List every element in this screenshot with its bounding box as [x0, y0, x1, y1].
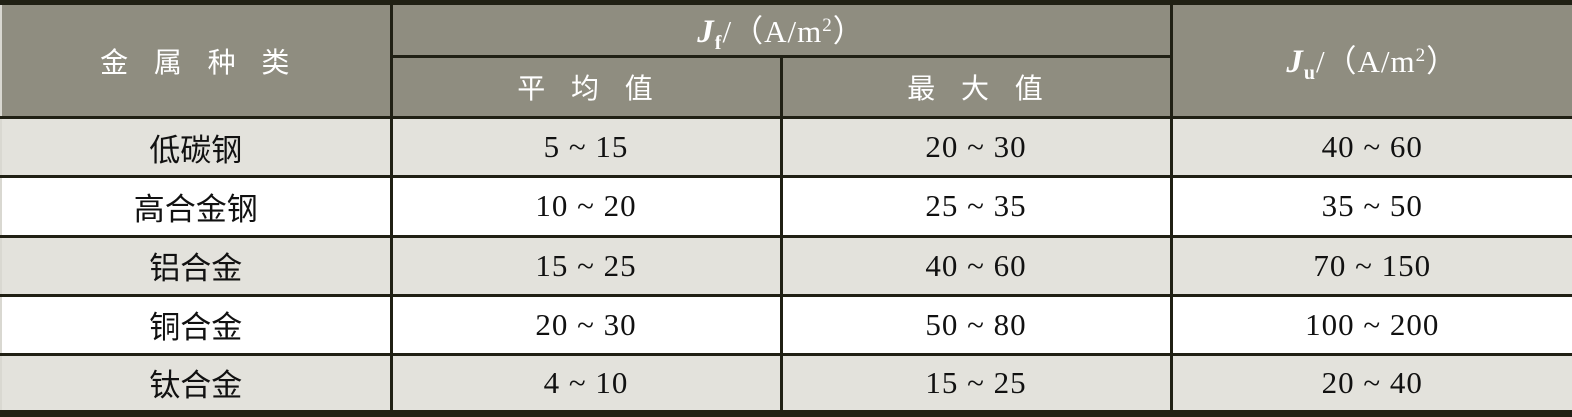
ju-cell: 40 ~ 60 — [1169, 116, 1572, 179]
jf-max-cell: 25 ~ 35 — [779, 175, 1173, 238]
metal-name-cell: 低碳钢 — [0, 116, 393, 179]
jf-avg-cell: 20 ~ 30 — [389, 293, 783, 356]
table-row-aluminum-alloy: 铝合金 15 ~ 25 40 ~ 60 70 ~ 150 — [0, 234, 1572, 297]
table-row-copper-alloy: 铜合金 20 ~ 30 50 ~ 80 100 ~ 200 — [0, 293, 1572, 356]
ju-cell: 20 ~ 40 — [1169, 352, 1572, 416]
jf-max-cell: 15 ~ 25 — [779, 352, 1173, 416]
header-cell-metal-type: 金 属 种 类 — [0, 0, 393, 120]
metal-name-cell: 高合金钢 — [0, 175, 393, 238]
header-row-2: 平 均 值 最 大 值 — [1, 55, 1572, 120]
metal-name-cell: 铜合金 — [0, 293, 393, 356]
jf-unit-pre: /（A/m — [722, 13, 823, 49]
table-row-high-alloy-steel: 高合金钢 10 ~ 20 25 ~ 35 35 ~ 50 — [0, 175, 1572, 238]
jf-avg-cell: 15 ~ 25 — [389, 234, 783, 297]
jf-max-cell: 20 ~ 30 — [779, 116, 1173, 179]
jf-symbol: J — [697, 13, 715, 50]
metal-name-cell: 铝合金 — [0, 234, 393, 297]
header-cell-average: 平 均 值 — [390, 55, 783, 120]
header-cell-maximum: 最 大 值 — [779, 55, 1172, 120]
jf-superscript: 2 — [822, 14, 833, 36]
ju-superscript: 2 — [1415, 45, 1427, 67]
jf-avg-cell: 5 ~ 15 — [389, 116, 783, 179]
jf-subscript: f — [714, 31, 723, 54]
jf-max-cell: 40 ~ 60 — [779, 234, 1173, 297]
jf-avg-cell: 10 ~ 20 — [389, 175, 783, 238]
table-row-low-carbon-steel: 低碳钢 5 ~ 15 20 ~ 30 40 ~ 60 — [0, 116, 1572, 179]
metal-name-cell: 钛合金 — [0, 352, 393, 416]
ju-symbol: J — [1286, 44, 1304, 81]
jf-avg-cell: 4 ~ 10 — [389, 352, 783, 416]
ju-formula: Ju/（A/m2） — [1286, 44, 1459, 84]
jf-max-cell: 50 ~ 80 — [779, 293, 1173, 356]
header-cell-jf-group: Jf/（A/m2） — [389, 0, 1173, 58]
ju-cell: 70 ~ 150 — [1169, 234, 1572, 297]
header-cell-ju: Ju/（A/m2） — [1169, 0, 1572, 120]
ju-cell: 35 ~ 50 — [1169, 175, 1572, 238]
jf-formula: Jf/（A/m2） — [697, 13, 865, 54]
jf-unit-post: ） — [832, 13, 865, 49]
header-row-1: 金 属 种 类 Jf/（A/m2） Ju/（A/m2） — [0, 0, 1572, 120]
ju-cell: 100 ~ 200 — [1169, 293, 1572, 356]
table-row-titanium-alloy: 钛合金 4 ~ 10 15 ~ 25 20 ~ 40 — [0, 352, 1572, 416]
ju-unit-pre: /（A/m — [1315, 44, 1416, 80]
ju-subscript: u — [1303, 62, 1316, 85]
ju-unit-post: ） — [1426, 44, 1459, 80]
